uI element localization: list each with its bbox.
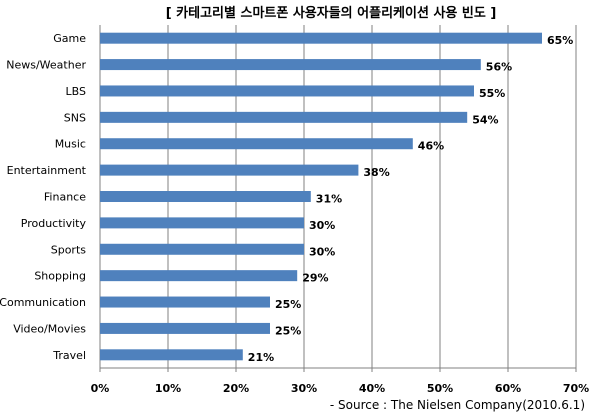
bar — [100, 322, 270, 334]
bar — [100, 191, 311, 202]
category-label: Game — [53, 32, 86, 45]
bar — [100, 164, 359, 176]
bar — [100, 85, 474, 97]
category-label: Entertainment — [7, 164, 87, 177]
value-label: 65% — [547, 34, 573, 47]
category-label: SNS — [64, 111, 86, 124]
bar — [100, 217, 304, 229]
value-label: 46% — [418, 140, 444, 153]
bar — [100, 349, 243, 361]
x-tick-label: 0% — [91, 382, 110, 395]
category-label: Video/Movies — [13, 322, 86, 335]
category-label: LBS — [66, 85, 86, 98]
x-tick-label: 20% — [223, 382, 249, 395]
category-labels: Game News/Weather LBS SNS Music Entertainment… — [0, 32, 87, 362]
category-label: Travel — [52, 349, 86, 362]
category-label: Productivity — [21, 217, 87, 230]
value-label: 30% — [309, 219, 335, 232]
value-label: 25% — [275, 324, 301, 337]
category-label: Communication — [0, 296, 86, 309]
value-label: 55% — [479, 87, 505, 100]
chart-title: [ 카테고리별 스마트폰 사용자들의 어플리케이션 사용 빈도 ] — [166, 5, 497, 21]
category-label: Music — [55, 138, 86, 151]
bar — [100, 59, 481, 71]
x-tick-label: 40% — [359, 382, 385, 395]
x-tick-label: 60% — [495, 382, 521, 395]
x-tick-labels: 0% 10% 20% 30% 40% 50% 60% 70% — [91, 382, 590, 395]
bar — [100, 32, 542, 44]
x-tick-label: 30% — [291, 382, 317, 395]
value-label: 31% — [316, 193, 342, 206]
value-labels: 65%56%55%54%46%38%31%30%30%29%25%25%21% — [248, 34, 574, 364]
source-note: - Source : The Nielsen Company(2010.6.1) — [330, 398, 585, 412]
value-label: 21% — [248, 351, 274, 364]
bars — [100, 32, 542, 361]
value-label: 29% — [302, 272, 328, 285]
bar — [100, 138, 413, 150]
x-tick-label: 10% — [155, 382, 181, 395]
bar — [100, 296, 270, 308]
value-label: 56% — [486, 61, 512, 74]
category-label: Sports — [51, 243, 87, 256]
x-tick-label: 70% — [563, 382, 589, 395]
value-label: 54% — [472, 113, 498, 126]
value-label: 25% — [275, 298, 301, 311]
category-label: Finance — [44, 191, 86, 204]
bar — [100, 111, 468, 123]
category-label: News/Weather — [6, 59, 86, 72]
bar — [100, 270, 298, 282]
category-label: Shopping — [34, 270, 86, 283]
value-label: 30% — [309, 245, 335, 258]
x-tick-label: 50% — [427, 382, 453, 395]
bar — [100, 243, 304, 255]
value-label: 38% — [363, 166, 389, 179]
